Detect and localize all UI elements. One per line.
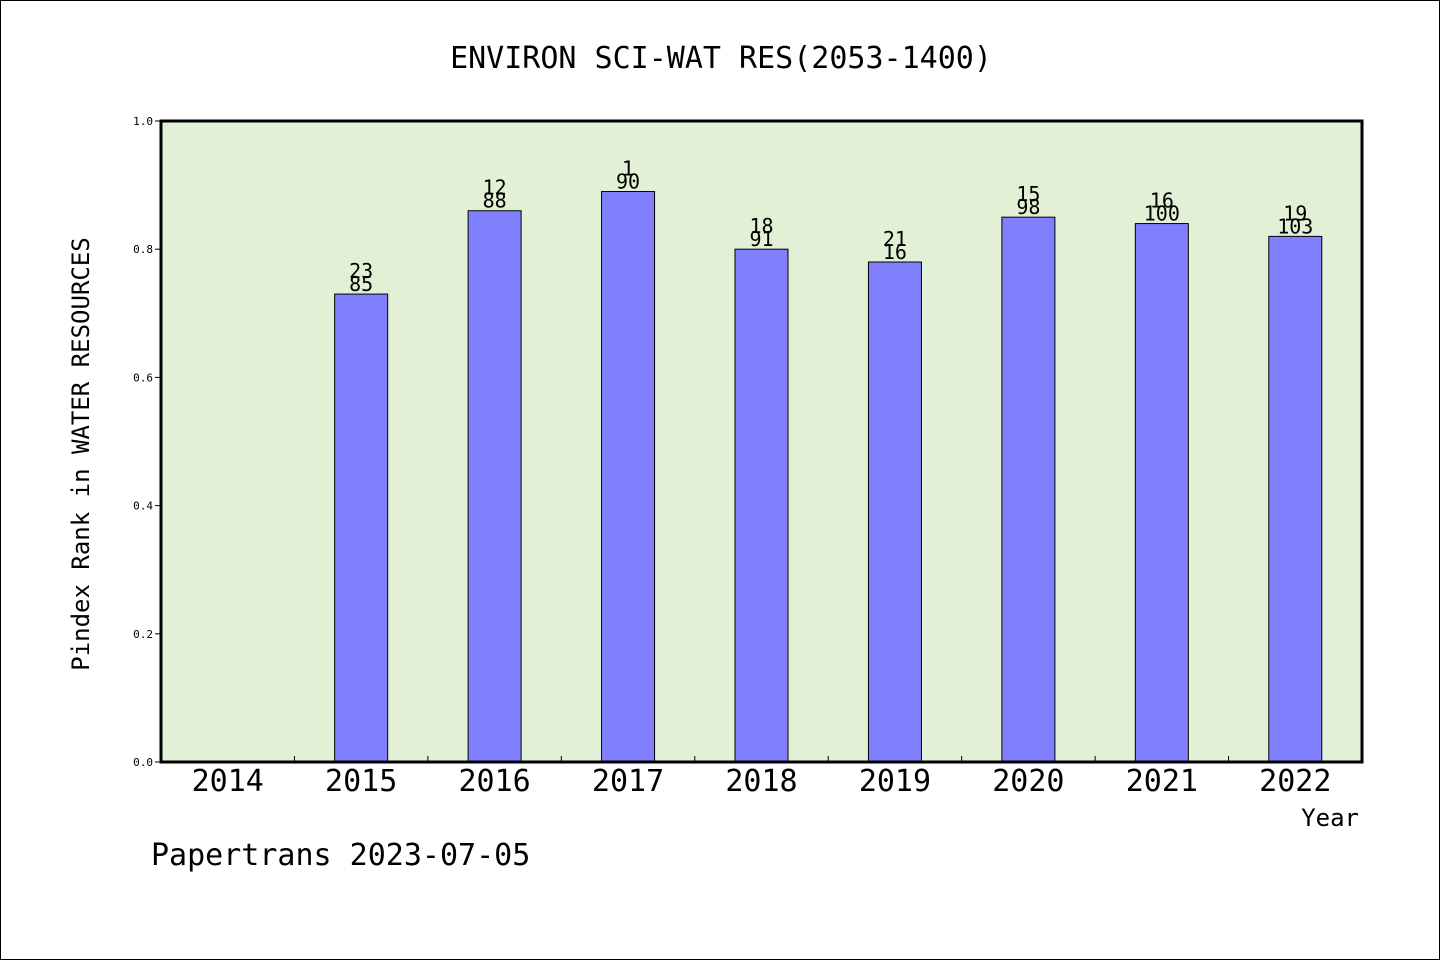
- bar-rank-label: 15: [1016, 182, 1040, 206]
- x-tick-label: 2016: [458, 764, 530, 799]
- y-tick-label: 0.2: [133, 628, 153, 641]
- x-tick-label: 2020: [992, 764, 1064, 799]
- bar-count-label: 91: [749, 227, 773, 251]
- bar: [1268, 235, 1323, 763]
- bar: [334, 293, 389, 763]
- x-axis-label: Year: [1301, 804, 1359, 832]
- bar-count-label: 103: [1277, 214, 1313, 238]
- footer-text: Papertrans 2023-07-05: [151, 838, 530, 873]
- bar-rank-label: 18: [749, 214, 773, 238]
- bars-layer: [334, 191, 1323, 763]
- x-tick-label: 2022: [1259, 764, 1331, 799]
- bar: [467, 210, 522, 763]
- x-axis-ticks: 2014 2015 2016 2017 2018 2019 2020 2021 2022: [192, 756, 1331, 799]
- bar-count-label: 88: [483, 189, 507, 213]
- y-axis-label: Pindex Rank in WATER RESOURCES: [67, 237, 95, 670]
- x-tick-label: 2017: [592, 764, 664, 799]
- bar-rank-label: 21: [883, 227, 907, 251]
- x-tick-label: 2015: [325, 764, 397, 799]
- bar-rank-label: 23: [349, 259, 373, 283]
- x-tick-label: 2018: [725, 764, 797, 799]
- bar-rank-label: 1: [622, 157, 634, 181]
- y-tick-label: 1.0: [133, 115, 153, 128]
- x-tick-label: 2019: [859, 764, 931, 799]
- bar-count-label: 98: [1016, 195, 1040, 219]
- plot-border: [159, 119, 1364, 764]
- bar-count-label: 90: [616, 170, 640, 194]
- bar-count-label: 100: [1144, 202, 1180, 226]
- bar: [601, 191, 656, 763]
- x-tick-label: 2021: [1126, 764, 1198, 799]
- bar-count-label: 16: [883, 240, 907, 264]
- y-axis-ticks: 0.0 0.2 0.4 0.6 0.8 1.0: [133, 115, 161, 769]
- y-tick-label: 0.6: [133, 371, 153, 384]
- x-tick-label: 2014: [192, 764, 264, 799]
- bar: [867, 261, 922, 763]
- bar-rank-label: 12: [483, 176, 507, 200]
- bar-rank-label: 19: [1283, 201, 1307, 225]
- chart-title: ENVIRON SCI-WAT RES(2053-1400): [450, 41, 992, 76]
- bar: [734, 248, 789, 763]
- bar: [1134, 223, 1189, 763]
- bar-rank-label: 16: [1150, 189, 1174, 213]
- bar-count-label: 85: [349, 272, 373, 296]
- y-tick-label: 0.0: [133, 756, 153, 769]
- bar: [1001, 216, 1056, 763]
- y-tick-label: 0.4: [133, 500, 153, 513]
- y-tick-label: 0.8: [133, 243, 153, 256]
